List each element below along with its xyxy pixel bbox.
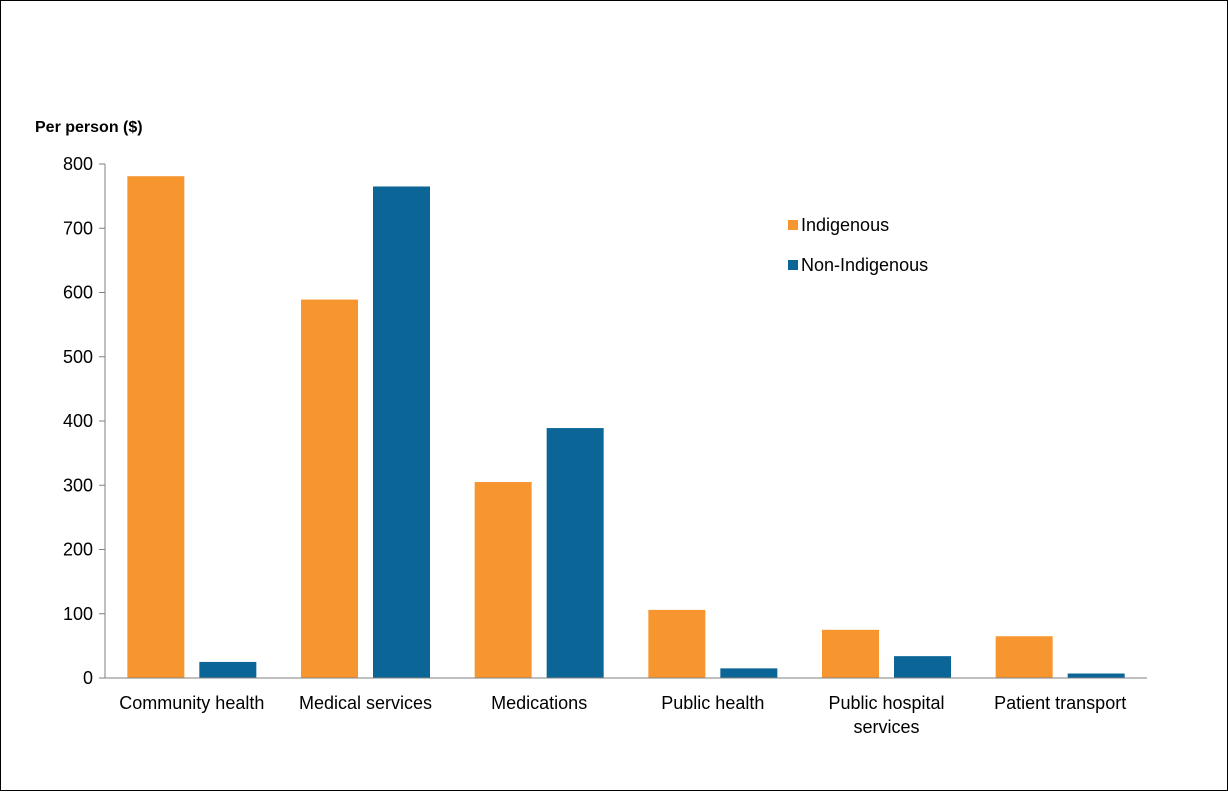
y-tick-label: 500 <box>63 347 93 367</box>
bar-non-indigenous <box>199 661 257 678</box>
bar-indigenous <box>648 609 706 678</box>
x-category-label: Public health <box>661 693 764 713</box>
y-tick-label: 300 <box>63 475 93 495</box>
y-tick-label: 600 <box>63 283 93 303</box>
y-tick-label: 0 <box>83 668 93 688</box>
legend-swatch <box>788 220 798 230</box>
bar-indigenous <box>127 176 185 678</box>
y-tick-label: 800 <box>63 154 93 174</box>
x-category-label: Patient transport <box>994 693 1126 713</box>
bar-indigenous <box>995 636 1053 678</box>
y-tick-label: 200 <box>63 540 93 560</box>
bar-non-indigenous <box>894 656 951 678</box>
y-tick-label: 400 <box>63 411 93 431</box>
x-category-label: Medications <box>491 693 587 713</box>
x-category-label: Medical services <box>299 693 432 713</box>
bar-indigenous <box>301 299 358 678</box>
y-axis-title: Per person ($) <box>35 119 143 136</box>
x-category-label: Public hospital services <box>828 693 944 737</box>
x-category-label: Community health <box>119 693 264 713</box>
y-tick-label: 100 <box>63 604 93 624</box>
bar-non-indigenous <box>1067 673 1125 678</box>
bar-non-indigenous <box>546 428 604 678</box>
bar-non-indigenous <box>720 668 778 678</box>
bar-non-indigenous <box>373 186 430 679</box>
y-tick-label: 700 <box>63 218 93 238</box>
bar-indigenous <box>822 629 879 678</box>
legend-swatch <box>788 260 798 270</box>
legend-label: Non-Indigenous <box>801 255 928 275</box>
legend-label: Indigenous <box>801 215 889 235</box>
bar-indigenous <box>474 482 532 678</box>
